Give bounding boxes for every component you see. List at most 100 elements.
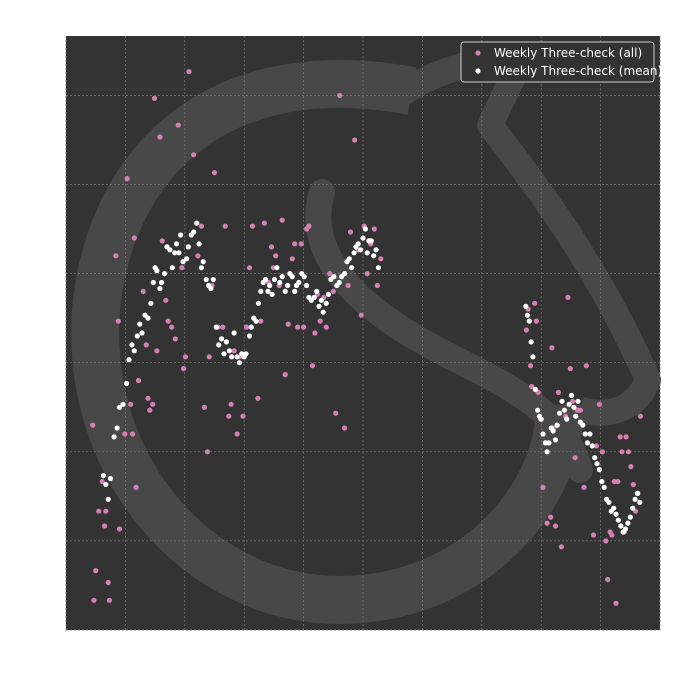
data-point-all [231, 348, 237, 354]
data-point-all [609, 532, 615, 538]
data-point-all [191, 152, 197, 158]
data-point-mean [613, 511, 619, 517]
data-point-mean [323, 300, 329, 306]
data-point-all [533, 318, 540, 324]
data-point-all [570, 398, 576, 404]
data-point-mean [282, 288, 288, 294]
data-point-mean [219, 336, 225, 342]
data-point-all [222, 223, 228, 229]
data-point-all [301, 324, 307, 330]
legend-frame [460, 41, 655, 83]
data-point-mean [566, 401, 572, 407]
data-point-mean [342, 271, 348, 277]
data-point-mean [580, 422, 586, 428]
data-point-mean [618, 523, 624, 529]
data-point-all [378, 256, 384, 262]
data-point-mean [601, 484, 607, 490]
data-point-mean [373, 247, 379, 253]
data-point-mean [599, 478, 605, 485]
data-point-mean [173, 241, 180, 247]
data-point-all [157, 134, 163, 140]
series-mean [100, 220, 643, 535]
data-point-all [596, 401, 603, 407]
data-point-mean [150, 279, 156, 286]
data-point-all [198, 223, 204, 229]
data-point-all [172, 336, 178, 342]
data-point-all [358, 312, 364, 318]
data-point-mean [255, 300, 262, 306]
data-point-mean [258, 288, 264, 294]
data-point-mean [114, 425, 120, 431]
legend-marker-mean [475, 68, 481, 74]
data-point-mean [243, 351, 249, 357]
data-point-mean [559, 398, 565, 404]
data-point-mean [362, 226, 368, 232]
data-point-mean [627, 514, 633, 520]
data-point-mean [103, 481, 109, 488]
data-point-mean [318, 297, 324, 303]
data-point-mean [274, 265, 280, 271]
data-point-mean [139, 330, 145, 336]
data-point-mean [126, 357, 132, 363]
data-point-mean [320, 309, 326, 315]
data-point-mean [194, 220, 200, 226]
data-point-mean [269, 291, 275, 297]
data-point-mean [622, 526, 629, 532]
data-point-all [135, 377, 142, 384]
data-point-all [309, 363, 316, 369]
data-point-mean [546, 440, 552, 446]
data-point-all [91, 597, 97, 603]
data-point-all [323, 324, 329, 330]
data-point-all [103, 508, 109, 514]
data-point-all [285, 321, 291, 327]
data-point-all [240, 413, 246, 419]
data-point-mean [176, 250, 182, 256]
data-point-all [268, 244, 275, 250]
data-point-all [186, 69, 192, 75]
data-point-mean [213, 324, 219, 330]
data-point-all [169, 324, 175, 330]
data-point-mean [524, 312, 531, 318]
data-point-all [347, 229, 354, 235]
data-point-mean [346, 256, 352, 262]
data-point-mean [538, 416, 544, 422]
data-point-all [289, 256, 295, 262]
data-point-all [147, 407, 153, 413]
data-point-mean [107, 475, 114, 482]
data-point-mean [301, 274, 307, 280]
data-point-mean [532, 386, 538, 392]
data-point-mean [592, 455, 598, 461]
data-point-mean [540, 431, 546, 437]
series-layer [90, 69, 644, 606]
data-point-mean [198, 265, 204, 271]
data-point-mean [285, 282, 291, 289]
data-point-all [628, 464, 634, 470]
data-point-all [128, 401, 134, 407]
data-point-all [552, 523, 559, 529]
data-point-mean [637, 499, 643, 505]
data-point-mean [223, 339, 229, 345]
data-point-mean [611, 505, 617, 511]
data-point-all [175, 122, 181, 128]
data-point-all [159, 238, 165, 244]
data-point-all [282, 372, 288, 378]
data-point-all [102, 523, 108, 529]
data-point-mean [271, 276, 278, 283]
data-point-all [143, 342, 149, 348]
data-point-mean [234, 354, 240, 360]
data-point-all [613, 600, 619, 606]
data-point-mean [632, 496, 638, 502]
data-point-all [90, 422, 96, 428]
data-point-mean [314, 288, 320, 294]
data-point-all [637, 413, 644, 419]
data-point-mean [311, 294, 317, 300]
data-point-mean [210, 276, 216, 283]
data-point-mean [557, 410, 563, 416]
data-point-mean [561, 407, 568, 413]
data-point-mean [263, 276, 269, 283]
data-point-all [244, 324, 250, 330]
data-point-all [567, 366, 573, 372]
data-point-all [179, 265, 185, 271]
data-point-mean [552, 437, 559, 443]
